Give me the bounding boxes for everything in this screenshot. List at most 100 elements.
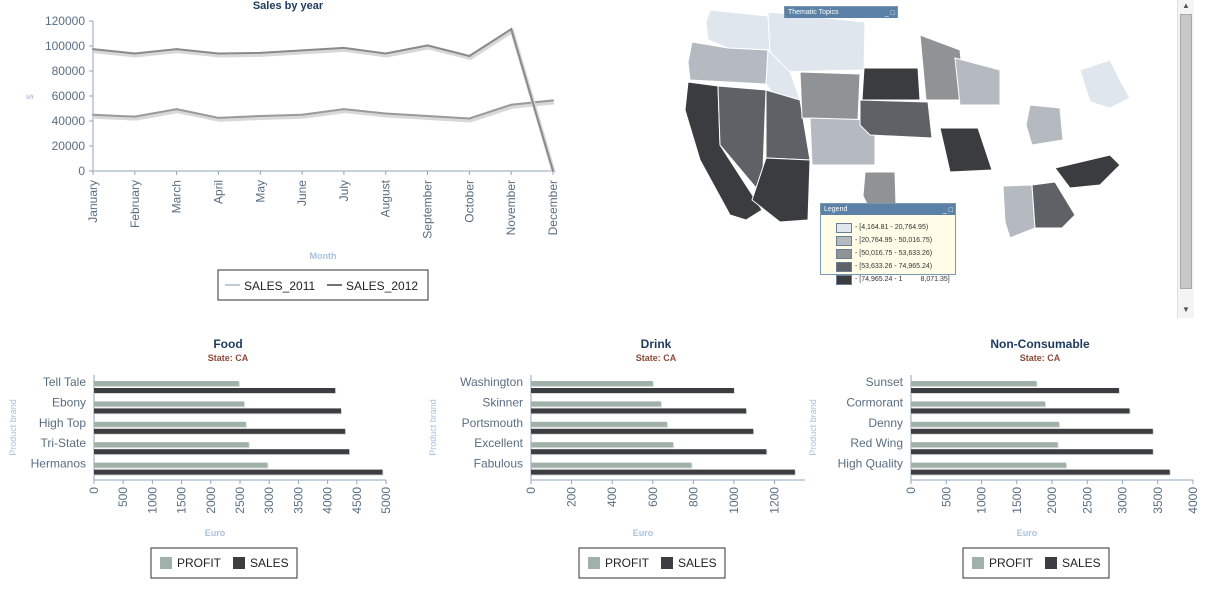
map-legend-list: - [4,164.81 - 20,764.95) - [20,764.95 - 5… [821, 215, 955, 286]
legend-color-swatch [836, 235, 852, 246]
chart-title: Drink [641, 337, 672, 351]
category-label: Tell Tale [43, 375, 86, 389]
bar-sales [911, 408, 1130, 414]
bar-sales [94, 449, 350, 455]
state-ohio[interactable] [1025, 104, 1064, 146]
data-point [175, 48, 178, 51]
legend-label-profit: PROFIT [989, 556, 1034, 570]
bar-sales [94, 408, 342, 414]
bar-sales [911, 469, 1170, 475]
category-label: Red Wing [850, 436, 903, 450]
x-tick-label: 1200 [768, 487, 782, 514]
state-alabama[interactable] [1002, 184, 1036, 239]
thematic-topics-titlebar[interactable]: Thematic Topics _ □ [785, 7, 897, 18]
scrollbar-thumb[interactable] [1180, 14, 1192, 289]
category-label: Tri-State [40, 436, 86, 450]
bar-sales [911, 428, 1153, 434]
state-nebraska[interactable] [859, 99, 933, 139]
bar-sales [94, 428, 346, 434]
data-point [259, 51, 262, 54]
legend-range-label: - [20,764.95 - 50,016.75) [855, 237, 933, 244]
category-label: Fabulous [474, 457, 523, 471]
data-point [301, 113, 304, 116]
bar-sales [911, 388, 1119, 393]
x-tick-label: 200 [565, 487, 579, 507]
chart-subtitle: State: CA [636, 353, 677, 363]
thematic-topics-title: Thematic Topics [788, 9, 839, 16]
x-tick-label: 0 [87, 487, 101, 494]
data-point [217, 116, 220, 119]
series-shadow-sales-2011 [93, 100, 555, 123]
chart-subtitle: State: CA [208, 353, 249, 363]
state-wisconsin[interactable] [954, 57, 1001, 106]
series-shadow-sales-2012 [93, 27, 556, 174]
category-label: Hermanos [31, 457, 86, 471]
x-tick-label: June [295, 180, 309, 206]
state-wyoming[interactable] [799, 71, 861, 121]
state-georgia[interactable] [1031, 181, 1076, 229]
bar-profit [94, 462, 268, 468]
data-point [426, 44, 429, 47]
state-washington[interactable] [705, 9, 771, 51]
bar-profit [911, 421, 1060, 427]
map-legend-title: Legend [824, 206, 848, 213]
legend-box [150, 547, 298, 579]
chart-title: Sales by year [253, 0, 324, 12]
x-tick-label: 500 [116, 487, 130, 507]
bar-profit [911, 442, 1058, 448]
x-tick-label: 2000 [1045, 487, 1059, 514]
state-new-york[interactable] [1079, 59, 1131, 109]
state-missouri[interactable] [939, 127, 993, 173]
category-label: Ebony [52, 395, 86, 409]
map-scrollbar[interactable]: ▲ ▼ [1177, 0, 1194, 318]
data-point [92, 113, 94, 116]
x-tick-label: 4000 [1186, 487, 1200, 514]
x-tick-label: 4000 [321, 487, 335, 514]
bar-sales [94, 388, 336, 393]
legend-range-label: - [4,164.81 - 20,764.95) [855, 224, 929, 231]
bar-sales [531, 408, 747, 414]
x-tick-label: 5000 [379, 487, 393, 514]
scroll-down-icon[interactable]: ▼ [1182, 305, 1190, 314]
map-legend-item: - [53,633.26 - 74,965.24) [821, 260, 955, 273]
x-tick-label: 1000 [727, 487, 741, 514]
map-states[interactable] [684, 9, 1131, 239]
series-line-sales-2011 [92, 99, 554, 120]
state-colorado[interactable] [809, 117, 876, 166]
category-label: Skinner [482, 395, 523, 409]
chart-title: Food [213, 337, 242, 351]
x-axis-title: Euro [633, 528, 654, 538]
y-axis-title: Product brand [808, 399, 818, 456]
bar-profit [531, 421, 667, 427]
map-legend-window[interactable]: Legend _ □ - [4,164.81 - 20,764.95) - [20… [820, 203, 956, 285]
x-tick-label: 3000 [1116, 487, 1130, 514]
legend-range-label-tail: 8,071.35] [920, 276, 950, 283]
x-tick-label: November [504, 180, 518, 235]
legend-label-sales: SALES [1062, 556, 1101, 570]
x-tick-label: 400 [605, 487, 619, 507]
category-label: Denny [868, 416, 903, 430]
thematic-map[interactable] [670, 0, 1175, 310]
map-legend-item: - [74,965.24 - 1 8,071.35] [821, 273, 955, 286]
window-controls-icon[interactable]: _ □ [942, 207, 953, 214]
state-north-dakota[interactable] [861, 67, 921, 101]
scroll-up-icon[interactable]: ▲ [1182, 1, 1190, 10]
state-north-carolina[interactable] [1054, 154, 1121, 189]
x-tick-label: 500 [939, 487, 953, 507]
thematic-topics-window[interactable]: Thematic Topics _ □ [784, 6, 898, 18]
legend-box [217, 269, 429, 301]
state-arizona[interactable] [751, 157, 811, 223]
bar-chart-non-consumable: Non-Consumable State: CA Product brand Euro… [808, 337, 1200, 579]
category-label: High Top [39, 416, 86, 430]
x-tick-label: 2500 [1080, 487, 1094, 514]
y-axis-title: $ [25, 94, 35, 99]
y-tick-label: 40000 [52, 114, 86, 128]
window-controls-icon[interactable]: _ □ [884, 10, 895, 17]
x-tick-label: 3500 [291, 487, 305, 514]
legend-box [962, 547, 1110, 579]
map-legend-item: - [20,764.95 - 50,016.75) [821, 234, 955, 247]
state-montana[interactable] [767, 11, 866, 73]
legend-swatch-profit [588, 557, 600, 569]
bar-profit [94, 381, 239, 386]
map-legend-titlebar[interactable]: Legend _ □ [821, 204, 955, 215]
